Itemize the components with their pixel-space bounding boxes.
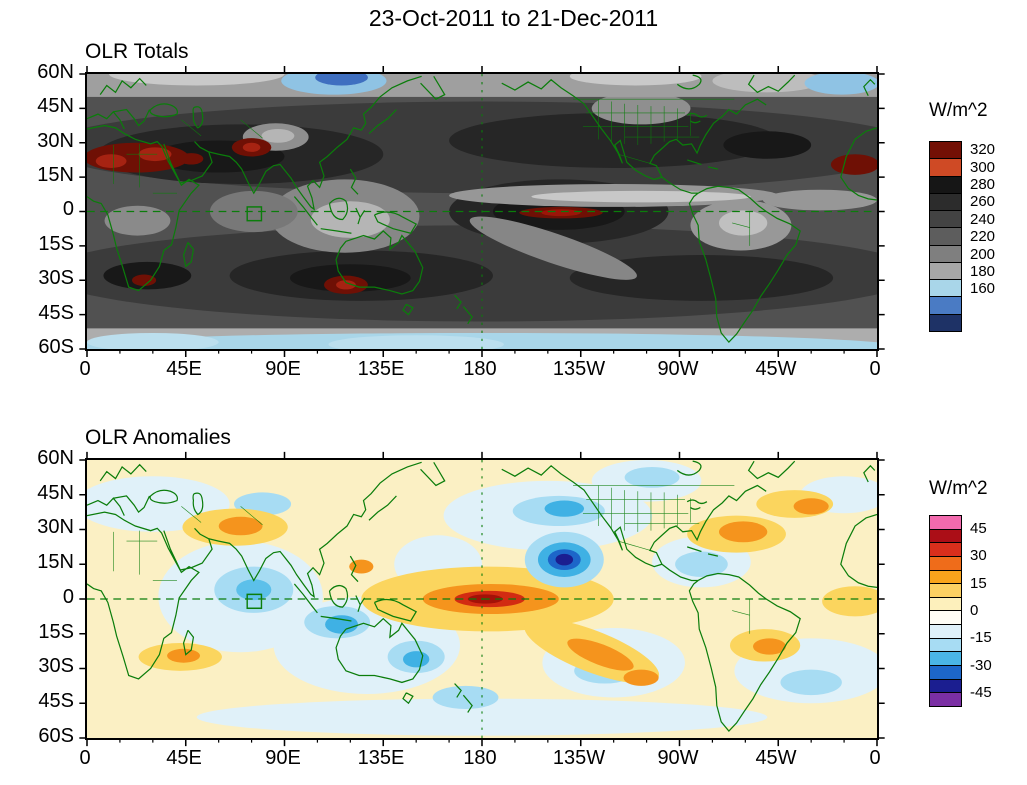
colorbar-tick-label: 260 [970, 193, 996, 210]
contour-field [87, 74, 878, 349]
colorbar-segment [930, 625, 961, 639]
lon-tick-label: 45E [166, 747, 202, 769]
lat-tick-label: 45N [37, 95, 74, 117]
lat-tick-label: 45S [38, 302, 74, 324]
figure-title: 23-Oct-2011 to 21-Dec-2011 [368, 5, 659, 31]
olr-totals-map-svg [78, 65, 886, 358]
lat-tick-label: 0 [62, 586, 74, 608]
colorbar-segment [930, 679, 961, 694]
colorbar-segment [930, 652, 961, 667]
colorbar-tick-label: 0 [970, 602, 979, 619]
contour-field [87, 460, 878, 738]
colorbar-segment [930, 570, 961, 585]
colorbar-segment [930, 529, 961, 544]
colorbar-tick-label: 180 [970, 263, 996, 280]
lat-tick-label: 15N [37, 164, 74, 186]
lat-tick-label: 30S [38, 655, 74, 677]
lon-tick-label: 45E [166, 358, 202, 380]
colorbar-segment [930, 280, 961, 298]
lon-tick-label: 135W [552, 747, 606, 769]
panel-title-olr-anomalies: OLR Anomalies [85, 426, 231, 449]
colorbar-totals: 320 300 280 260 240 220 200 180 160 [929, 141, 1021, 332]
colorbar-tick-label: 300 [970, 159, 996, 176]
lat-tick-label: 45S [38, 690, 74, 712]
colorbar-segment [930, 228, 961, 246]
colorbar-tick-label: 280 [970, 176, 996, 193]
colorbar-segment [930, 543, 961, 557]
colorbar-tick-label: -45 [970, 684, 992, 701]
lon-tick-label: 135W [552, 358, 606, 380]
colorbar-tick-label: -15 [970, 629, 992, 646]
lat-tick-label: 15N [37, 551, 74, 573]
olr-anomalies-map-svg [78, 451, 886, 747]
lon-tick-label: 90W [657, 747, 699, 769]
lat-tick-label: 60N [37, 61, 74, 83]
colorbar-segment [930, 159, 961, 177]
lat-tick-label: 60S [38, 725, 74, 747]
colorbar-segment [930, 297, 961, 315]
colorbar-segment [930, 516, 961, 530]
colorbar-tick-label: 160 [970, 280, 996, 297]
colorbar-segment [930, 211, 961, 229]
lat-tick-label: 15S [38, 621, 74, 643]
lon-tick-label: 180 [463, 747, 497, 769]
lon-tick-label: 180 [463, 358, 497, 380]
lon-tick-label: 0 [869, 358, 881, 380]
colorbar-segment [930, 262, 961, 281]
lat-tick-label: 60N [37, 447, 74, 469]
colorbar-boxes [929, 141, 962, 332]
lat-tick-label: 60S [38, 336, 74, 358]
colorbar-segment [930, 176, 961, 194]
lon-tick-label: 135E [357, 747, 405, 769]
colorbar-segment [930, 314, 961, 331]
colorbar-tick-label: 30 [970, 547, 987, 564]
colorbar-tick-label: 320 [970, 141, 996, 158]
colorbar-segment [930, 556, 961, 571]
colorbar-tick-label: 45 [970, 520, 987, 537]
colorbar-segment [930, 666, 961, 680]
colorbar-tick-label: 240 [970, 211, 996, 228]
lon-tick-label: 0 [869, 747, 881, 769]
colorbar-segment [930, 584, 961, 598]
lon-tick-label: 90E [265, 747, 301, 769]
olr-anomalies-map [78, 451, 886, 747]
panel-title-olr-totals: OLR Totals [85, 40, 189, 63]
colorbar-boxes [929, 515, 962, 707]
lat-tick-label: 30S [38, 267, 74, 289]
colorbar-anomalies: 45 30 15 0 -15 -30 -45 [929, 515, 1021, 707]
olr-totals-map [78, 65, 886, 358]
lat-tick-label: 45N [37, 482, 74, 504]
lat-tick-label: 15S [38, 233, 74, 255]
colorbar-tick-label: 220 [970, 228, 996, 245]
colorbar-tick-label: -30 [970, 657, 992, 674]
lat-tick-label: 30N [37, 130, 74, 152]
lon-tick-label: 45W [755, 747, 797, 769]
lon-tick-label: 135E [357, 358, 405, 380]
colorbar-segment [930, 142, 961, 160]
colorbar-units-totals: W/m^2 [929, 100, 988, 121]
colorbar-segment [930, 245, 961, 263]
lon-tick-label: 0 [79, 747, 91, 769]
colorbar-segment [930, 597, 961, 612]
lon-tick-label: 0 [79, 358, 91, 380]
colorbar-tick-label: 15 [970, 575, 987, 592]
colorbar-segment [930, 611, 961, 626]
lon-tick-label: 90W [657, 358, 699, 380]
colorbar-segment [930, 193, 961, 212]
lat-tick-label: 0 [62, 198, 74, 220]
colorbar-segment [930, 638, 961, 653]
colorbar-segment [930, 693, 961, 706]
lon-tick-label: 45W [755, 358, 797, 380]
colorbar-tick-label: 200 [970, 246, 996, 263]
lon-tick-label: 90E [265, 358, 301, 380]
colorbar-units-anomalies: W/m^2 [929, 478, 988, 499]
lat-tick-label: 30N [37, 516, 74, 538]
